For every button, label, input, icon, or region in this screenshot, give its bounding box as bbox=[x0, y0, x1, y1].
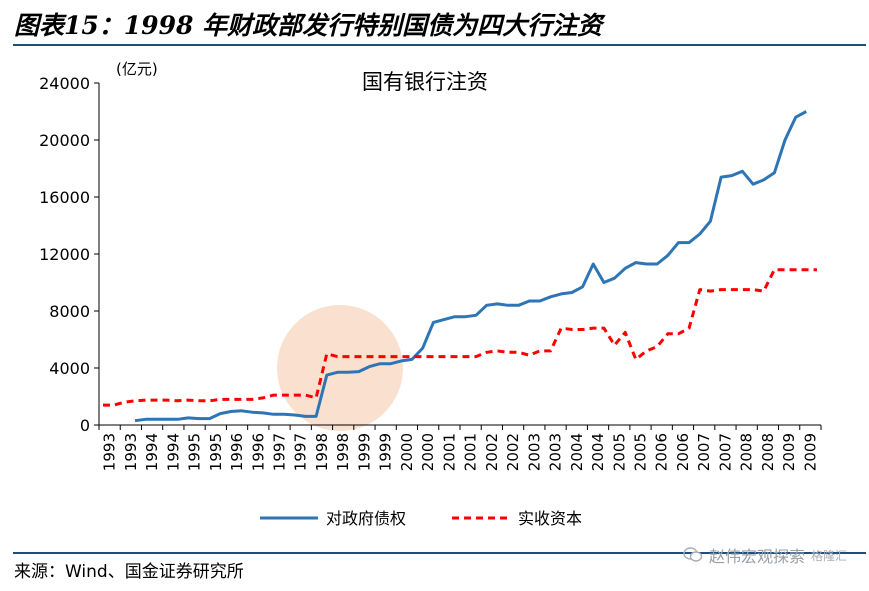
x-tick-label: 2004 bbox=[589, 433, 607, 471]
x-tick-label: 1994 bbox=[164, 433, 182, 471]
x-tick-label: 2008 bbox=[738, 433, 756, 471]
legend-label-2: 实收资本 bbox=[518, 509, 582, 528]
x-tick-label: 2006 bbox=[653, 433, 671, 471]
x-tick-label: 1996 bbox=[228, 433, 246, 471]
title-rule bbox=[13, 44, 866, 46]
y-tick-label: 8000 bbox=[49, 302, 90, 321]
footer-rule bbox=[13, 552, 866, 554]
x-tick-label: 2004 bbox=[568, 433, 586, 471]
x-tick-label: 2005 bbox=[610, 433, 628, 471]
x-tick-label: 1999 bbox=[355, 433, 373, 471]
series-layer bbox=[103, 110, 817, 423]
chart-title: 国有银行注资 bbox=[362, 70, 488, 94]
highlight-layer bbox=[277, 305, 403, 431]
y-axis-unit-label: (亿元) bbox=[116, 60, 158, 78]
x-tick-label: 1997 bbox=[292, 433, 310, 471]
y-tick-label: 0 bbox=[80, 416, 90, 435]
x-tick-label: 1994 bbox=[143, 433, 161, 471]
series-line-1 bbox=[134, 110, 808, 423]
y-tick-label: 12000 bbox=[39, 245, 90, 264]
x-tick-label: 2002 bbox=[483, 433, 501, 471]
x-tick-label: 1993 bbox=[122, 433, 140, 471]
wechat-icon bbox=[683, 547, 703, 562]
x-tick-label: 2006 bbox=[674, 433, 692, 471]
x-tick-label: 2009 bbox=[780, 433, 798, 471]
x-tick-label: 2001 bbox=[440, 433, 458, 471]
y-tick-label: 16000 bbox=[39, 188, 90, 207]
x-tick-label: 2005 bbox=[632, 433, 650, 471]
highlight-circle bbox=[277, 305, 403, 431]
x-tick-label: 2003 bbox=[525, 433, 543, 471]
y-tick-label: 4000 bbox=[49, 359, 90, 378]
x-tick-label: 1998 bbox=[313, 433, 331, 471]
legend-label-1: 对政府债权 bbox=[326, 509, 406, 528]
x-tick-label: 1995 bbox=[186, 433, 204, 471]
x-tick-label: 2000 bbox=[419, 433, 437, 471]
y-tick-label: 24000 bbox=[39, 74, 90, 93]
x-tick-label: 2007 bbox=[716, 433, 734, 471]
x-tick-label: 2007 bbox=[695, 433, 713, 471]
x-tick-label: 1998 bbox=[334, 433, 352, 471]
legend: 对政府债权 实收资本 bbox=[260, 509, 582, 528]
watermark-sub: 格隆汇 bbox=[810, 548, 847, 563]
x-tick-label: 2002 bbox=[504, 433, 522, 471]
x-tick-label: 2003 bbox=[547, 433, 565, 471]
x-tick-label: 1995 bbox=[207, 433, 225, 471]
x-tick-label: 2001 bbox=[462, 433, 480, 471]
figure-title: 图表15：1998 年财政部发行特别国债为四大行注资 bbox=[14, 11, 603, 40]
watermark-name: 赵伟宏观探索 bbox=[708, 547, 805, 566]
x-tick-label: 1996 bbox=[249, 433, 267, 471]
series-line-2 bbox=[103, 268, 817, 407]
x-tick-label: 2009 bbox=[801, 433, 819, 471]
x-tick-label: 2000 bbox=[398, 433, 416, 471]
x-tick-label: 1997 bbox=[271, 433, 289, 471]
watermark: 赵伟宏观探索 格隆汇 bbox=[683, 542, 847, 568]
x-tick-label: 2008 bbox=[759, 433, 777, 471]
y-tick-label: 20000 bbox=[39, 131, 90, 150]
x-tick-label: 1999 bbox=[377, 433, 395, 471]
x-tick-label: 1993 bbox=[101, 433, 119, 471]
source-note: 来源：Wind、国金证券研究所 bbox=[14, 562, 244, 582]
